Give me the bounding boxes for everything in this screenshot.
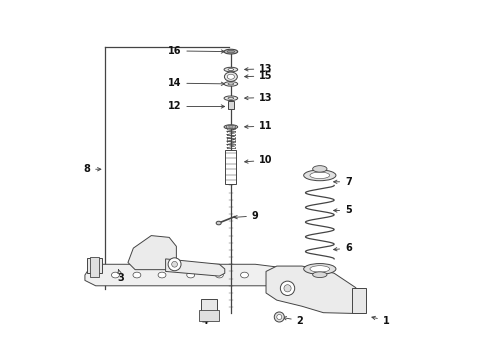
Ellipse shape (224, 96, 237, 100)
Ellipse shape (309, 266, 329, 272)
Ellipse shape (186, 272, 194, 278)
Polygon shape (265, 266, 362, 314)
Bar (351, 288, 366, 313)
Circle shape (284, 285, 290, 292)
Ellipse shape (158, 272, 165, 278)
Text: 13: 13 (244, 93, 272, 103)
Bar (225, 149, 236, 184)
Text: 10: 10 (244, 155, 272, 165)
Text: 13: 13 (244, 64, 272, 74)
Circle shape (276, 315, 281, 319)
Ellipse shape (227, 97, 233, 99)
Ellipse shape (309, 172, 329, 179)
Ellipse shape (224, 67, 237, 72)
Ellipse shape (312, 272, 326, 278)
Ellipse shape (224, 125, 237, 129)
Ellipse shape (111, 272, 119, 278)
Text: 11: 11 (244, 121, 272, 131)
Text: 15: 15 (244, 71, 272, 81)
Text: 2: 2 (283, 316, 303, 325)
Ellipse shape (303, 264, 335, 274)
Ellipse shape (240, 272, 248, 278)
Text: 5: 5 (333, 206, 351, 216)
Ellipse shape (228, 126, 233, 128)
Ellipse shape (224, 72, 237, 81)
Ellipse shape (227, 68, 233, 71)
Ellipse shape (227, 74, 234, 79)
Circle shape (280, 281, 294, 296)
Ellipse shape (226, 50, 234, 53)
Polygon shape (165, 259, 224, 276)
Bar (198, 310, 219, 320)
Text: 3: 3 (117, 270, 124, 283)
Text: 14: 14 (167, 78, 224, 88)
Ellipse shape (133, 272, 141, 278)
Bar (89, 257, 99, 277)
Bar (227, 102, 234, 109)
Bar (201, 299, 216, 317)
Ellipse shape (216, 221, 221, 225)
Text: 6: 6 (333, 243, 351, 253)
Text: 8: 8 (83, 164, 101, 174)
Ellipse shape (225, 125, 235, 129)
Bar (86, 258, 102, 273)
Ellipse shape (303, 170, 335, 181)
Polygon shape (128, 235, 176, 270)
Ellipse shape (215, 272, 223, 278)
Circle shape (168, 258, 181, 271)
Ellipse shape (312, 166, 326, 172)
Text: 16: 16 (167, 46, 224, 56)
Ellipse shape (224, 82, 237, 86)
Text: 1: 1 (371, 316, 389, 325)
Text: 7: 7 (333, 177, 351, 187)
Text: 4: 4 (201, 316, 216, 325)
Text: 9: 9 (233, 211, 258, 221)
Polygon shape (85, 264, 305, 286)
Ellipse shape (227, 83, 233, 85)
Circle shape (274, 312, 284, 322)
Text: 12: 12 (167, 102, 224, 112)
Circle shape (171, 261, 177, 267)
Ellipse shape (224, 49, 237, 54)
